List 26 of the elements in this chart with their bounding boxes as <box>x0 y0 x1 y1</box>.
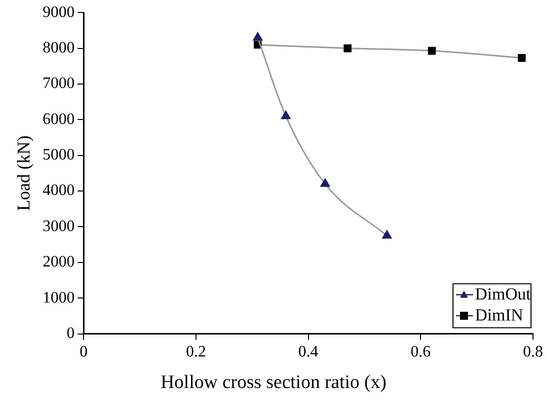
y-tick-label: 9000 <box>42 4 75 21</box>
point <box>253 32 262 41</box>
y-tick-label: 7000 <box>42 75 75 92</box>
x-tick-label: 0.2 <box>186 344 206 361</box>
y-tick-label: 5000 <box>42 146 75 164</box>
y-tick-label: 6000 <box>42 110 75 128</box>
y-tick-label: 0 <box>66 325 75 342</box>
x-tick-label: 0.6 <box>410 344 431 361</box>
x-tick-label: 0.8 <box>523 344 543 361</box>
y-axis-title: Load (kN) <box>14 135 34 211</box>
legend-label: DimIN <box>475 305 524 324</box>
y-tick-label: 4000 <box>42 182 75 200</box>
y-tick-label: 3000 <box>42 218 75 235</box>
x-axis-title: Hollow cross section ratio (x) <box>160 372 388 394</box>
y-tick-label: 1000 <box>42 289 75 306</box>
point <box>382 230 392 239</box>
point <box>344 44 352 52</box>
point <box>518 54 526 62</box>
point <box>281 110 290 120</box>
x-tick-label: 0 <box>80 344 88 361</box>
legend-label: DimOut <box>475 284 531 304</box>
y-tick-label: 8000 <box>42 39 75 56</box>
point <box>428 46 436 55</box>
point <box>320 178 330 187</box>
y-tick-label: 2000 <box>42 254 75 271</box>
x-tick-label: 0.4 <box>298 344 318 361</box>
